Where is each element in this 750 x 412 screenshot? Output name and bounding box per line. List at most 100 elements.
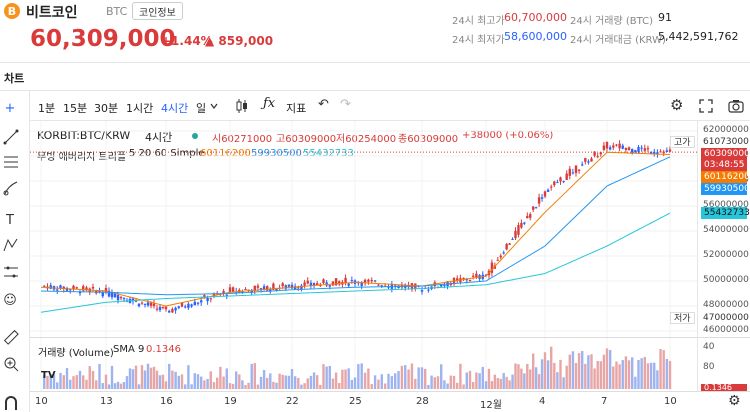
zoom-in-icon[interactable]	[3, 356, 19, 372]
volume-bar	[665, 358, 669, 389]
interval-1h[interactable]: 1시간	[126, 102, 154, 115]
candle-body	[316, 283, 319, 286]
function-icon[interactable]: ƒx	[263, 96, 276, 111]
volume-bar	[212, 382, 216, 389]
candle-body	[82, 286, 85, 291]
volume-bar	[253, 363, 256, 389]
volume-bar	[297, 377, 300, 389]
volume-bar	[523, 373, 526, 389]
candle-body	[577, 169, 581, 171]
candle-body	[587, 161, 590, 163]
volume-bar	[637, 359, 640, 389]
candle-body	[334, 278, 338, 286]
price-tick-label: 50000000	[703, 275, 749, 285]
brush-icon[interactable]	[3, 180, 19, 196]
price-tick-label: 46000000	[703, 325, 749, 335]
candle-body	[662, 151, 665, 154]
undo-icon[interactable]: ↶	[318, 97, 329, 112]
candle-body	[140, 302, 144, 304]
volume-bar	[152, 366, 156, 389]
volume-label: 거래량 (Volume)	[38, 348, 114, 359]
pattern-icon[interactable]	[3, 237, 19, 253]
candle-body	[241, 291, 244, 293]
volume-bar	[599, 361, 602, 389]
volume-bar	[546, 360, 550, 389]
volume-bar	[116, 381, 120, 389]
candle-body	[231, 287, 235, 292]
volume-bar	[653, 362, 656, 389]
candle-body	[505, 243, 508, 250]
camera-icon[interactable]	[728, 99, 744, 113]
volume-bar	[414, 378, 417, 389]
candle-body	[209, 298, 212, 300]
volume-bar	[247, 382, 250, 389]
volume-bar	[446, 383, 449, 389]
volume-bar	[612, 366, 615, 389]
ma5-tag: 60116200	[701, 171, 750, 183]
chart-settings-icon[interactable]: ⚙	[728, 393, 741, 409]
volume-bar	[410, 363, 414, 389]
candle-body	[637, 146, 640, 152]
volume-bar	[593, 368, 596, 389]
chevron-down-icon[interactable]	[210, 102, 218, 110]
ma5-value: 60116200	[200, 148, 251, 159]
interval-day[interactable]: 일	[196, 102, 207, 115]
volume-bar	[621, 360, 624, 389]
volume-bar	[568, 354, 571, 389]
volume-bar	[574, 362, 578, 389]
candle-body	[475, 273, 478, 278]
volume-bar	[216, 377, 219, 389]
volume-bar	[316, 375, 319, 389]
candle-body	[653, 151, 656, 155]
time-tick-label: 22	[286, 396, 299, 407]
volume-bar	[137, 384, 141, 389]
volume-bar	[377, 379, 380, 389]
volume-bar	[618, 364, 621, 389]
candle-body	[465, 279, 468, 281]
volume-tick-40: 40	[703, 342, 715, 352]
ruler-icon[interactable]	[3, 329, 19, 345]
candle-body	[110, 292, 114, 298]
candle-body	[193, 301, 196, 306]
ma-line-60	[40, 212, 671, 313]
time-tick-label: 25	[349, 396, 362, 407]
emoji-icon[interactable]: ☺	[3, 292, 17, 308]
indicator-button[interactable]: 지표	[286, 102, 307, 115]
settings-icon[interactable]: ⚙	[670, 96, 684, 114]
price-chart[interactable]	[30, 121, 698, 391]
trendline-icon[interactable]	[3, 129, 19, 145]
fib-icon[interactable]	[3, 154, 19, 170]
candle-body	[344, 277, 347, 283]
crosshair-icon[interactable]: +	[4, 100, 16, 116]
candle-body	[656, 152, 659, 155]
volume-bar	[487, 368, 491, 389]
volume-bar	[85, 379, 88, 389]
volume-bar	[88, 366, 91, 389]
interval-1m[interactable]: 1분	[38, 102, 56, 115]
interval-30m[interactable]: 30분	[94, 102, 119, 115]
coin-info-button[interactable]: 코인정보	[132, 2, 183, 20]
candle-body	[98, 290, 101, 293]
text-icon[interactable]: T	[6, 212, 14, 228]
fullscreen-icon[interactable]	[699, 99, 713, 113]
interval-15m[interactable]: 15분	[63, 102, 88, 115]
ma20-value: 59930500	[251, 148, 302, 159]
redo-icon[interactable]: ↷	[340, 97, 351, 112]
candle-body	[75, 287, 78, 289]
candle-body	[225, 294, 228, 296]
candle-body	[152, 303, 156, 307]
volume-bar	[206, 378, 209, 389]
candle-body	[331, 281, 335, 286]
volume-bar	[659, 349, 662, 389]
candle-body	[116, 294, 120, 301]
candle-type-icon[interactable]	[235, 98, 249, 114]
candle-body	[275, 288, 278, 291]
magnet-icon[interactable]	[3, 395, 19, 411]
volume-bar	[300, 384, 303, 389]
candle-body	[627, 147, 631, 151]
candle-body	[377, 284, 380, 286]
ohlc-high: 고60309000	[276, 134, 337, 145]
interval-4h[interactable]: 4시간	[161, 102, 189, 115]
measure-icon[interactable]	[3, 264, 19, 280]
candle-body	[574, 165, 578, 174]
